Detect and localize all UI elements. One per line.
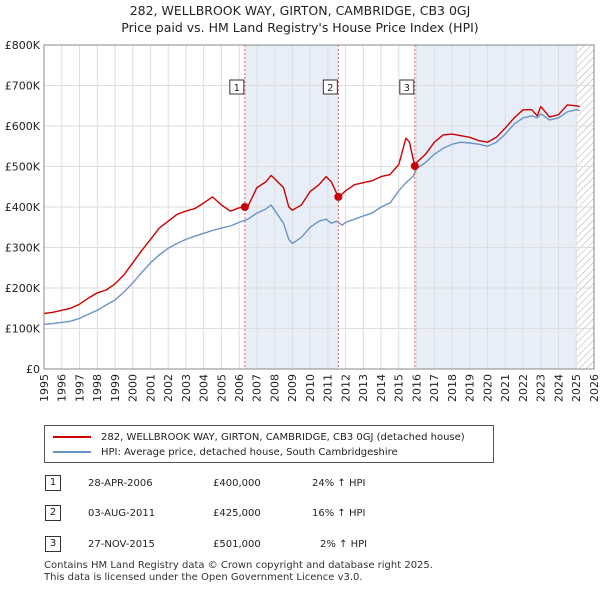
x-tick-label: 2013 bbox=[357, 374, 370, 402]
sale-price: £501,000 bbox=[213, 539, 261, 550]
legend-label-hpi: HPI: Average price, detached house, Sout… bbox=[101, 446, 398, 458]
x-tick-label: 2023 bbox=[535, 374, 548, 402]
x-tick-label: 2006 bbox=[233, 374, 246, 402]
legend-label-property: 282, WELLBROOK WAY, GIRTON, CAMBRIDGE, C… bbox=[101, 431, 465, 443]
sale-point bbox=[410, 162, 419, 171]
legend-swatch-hpi bbox=[53, 451, 91, 453]
legend-item-property: 282, WELLBROOK WAY, GIRTON, CAMBRIDGE, C… bbox=[53, 430, 465, 444]
legend-swatch-property bbox=[53, 436, 91, 438]
x-tick-label: 2016 bbox=[410, 374, 423, 402]
sale-label: 1 bbox=[234, 83, 240, 94]
legend-item-hpi: HPI: Average price, detached house, Sout… bbox=[53, 445, 398, 459]
y-tick-label: £400K bbox=[5, 201, 41, 214]
sale-label-box bbox=[399, 79, 415, 95]
x-tick-label: 2012 bbox=[339, 374, 352, 402]
x-tick-label: 2010 bbox=[304, 374, 317, 402]
x-tick-label: 2004 bbox=[198, 374, 211, 402]
x-tick-label: 2009 bbox=[286, 374, 299, 402]
sale-label: 2 bbox=[327, 83, 333, 94]
chart-subtitle: Price paid vs. HM Land Registry's House … bbox=[121, 20, 479, 35]
x-tick-label: 2021 bbox=[499, 374, 512, 402]
x-tick-label: 2014 bbox=[375, 374, 388, 402]
x-tick-label: 1997 bbox=[73, 374, 86, 402]
x-tick-label: 2007 bbox=[251, 374, 264, 402]
y-tick-label: £500K bbox=[5, 161, 41, 174]
x-tick-label: 2024 bbox=[552, 374, 565, 402]
sale-label-box bbox=[229, 79, 245, 95]
x-tick-label: 2022 bbox=[517, 374, 530, 402]
x-tick-label: 2019 bbox=[464, 374, 477, 402]
x-tick-label: 1998 bbox=[91, 374, 104, 402]
sale-price: £400,000 bbox=[213, 478, 261, 489]
x-tick-label: 2000 bbox=[127, 374, 140, 402]
sale-number-box: 2 bbox=[45, 505, 61, 521]
y-tick-label: £0 bbox=[26, 363, 40, 376]
x-tick-label: 2018 bbox=[446, 374, 459, 402]
sale-hpi-change: 24% ↑ HPI bbox=[312, 478, 366, 489]
sale-date: 27-NOV-2015 bbox=[88, 539, 155, 550]
sale-number-box: 1 bbox=[45, 475, 61, 491]
y-tick-label: £600K bbox=[5, 120, 41, 133]
legend: 282, WELLBROOK WAY, GIRTON, CAMBRIDGE, C… bbox=[44, 425, 494, 463]
y-tick-label: £700K bbox=[5, 80, 41, 93]
x-tick-label: 2020 bbox=[481, 374, 494, 402]
sale-hpi-change: 16% ↑ HPI bbox=[312, 508, 366, 519]
y-tick-label: £100K bbox=[5, 323, 41, 336]
sale-point bbox=[334, 192, 343, 201]
sale-hpi-change: 2% ↑ HPI bbox=[320, 539, 368, 550]
property-price-line bbox=[44, 104, 580, 315]
sale-price: £425,000 bbox=[213, 508, 261, 519]
sale-label: 3 bbox=[404, 83, 410, 94]
y-tick-label: £800K bbox=[5, 39, 41, 52]
x-tick-label: 2025 bbox=[570, 374, 583, 402]
sale-number-box: 3 bbox=[45, 536, 61, 552]
y-tick-label: £200K bbox=[5, 282, 41, 295]
plot-frame bbox=[43, 44, 595, 370]
x-tick-label: 1999 bbox=[109, 374, 122, 402]
x-tick-label: 2005 bbox=[215, 374, 228, 402]
x-tick-label: 2001 bbox=[144, 374, 157, 402]
x-tick-label: 2017 bbox=[428, 374, 441, 402]
sale-date: 03-AUG-2011 bbox=[88, 508, 156, 519]
x-tick-label: 2026 bbox=[588, 374, 600, 402]
hpi-line bbox=[44, 109, 580, 326]
sale-date: 28-APR-2006 bbox=[88, 478, 153, 489]
x-tick-label: 1996 bbox=[56, 374, 69, 402]
x-tick-label: 2003 bbox=[180, 374, 193, 402]
x-tick-label: 1995 bbox=[38, 374, 51, 402]
y-tick-label: £300K bbox=[5, 242, 41, 255]
footer-licence: This data is licensed under the Open Gov… bbox=[44, 572, 363, 583]
footer-copyright: Contains HM Land Registry data © Crown c… bbox=[44, 560, 433, 571]
x-tick-label: 2008 bbox=[268, 374, 281, 402]
chart-title: 282, WELLBROOK WAY, GIRTON, CAMBRIDGE, C… bbox=[129, 3, 471, 18]
sale-label-box bbox=[322, 79, 338, 95]
x-tick-label: 2002 bbox=[162, 374, 175, 402]
x-tick-label: 2011 bbox=[322, 374, 335, 402]
x-tick-label: 2015 bbox=[393, 374, 406, 402]
sale-point bbox=[240, 203, 249, 211]
price-chart: 1 2 3 £0 £100K £200K £300K £400K £500K £600K £700… bbox=[5, 39, 600, 402]
